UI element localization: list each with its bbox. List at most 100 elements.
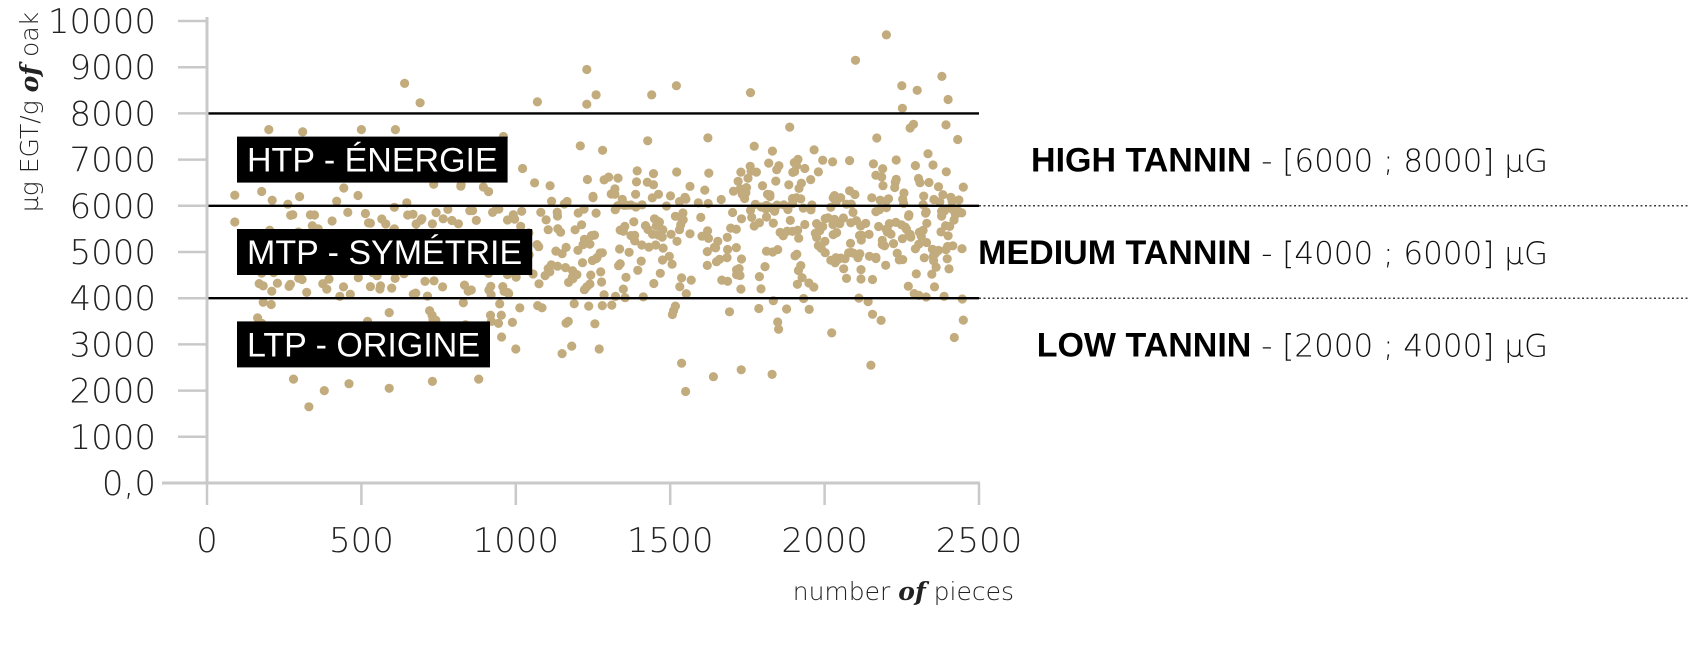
data-point <box>922 218 932 228</box>
data-point <box>431 208 441 218</box>
data-point <box>841 273 852 283</box>
y-tick-label: 1000 <box>69 418 156 458</box>
data-point <box>866 360 876 370</box>
data-point <box>911 269 921 279</box>
data-point <box>307 221 317 231</box>
data-point <box>674 225 685 235</box>
data-point <box>665 191 676 201</box>
data-point <box>782 304 792 314</box>
data-point <box>732 265 742 275</box>
data-point <box>784 180 794 190</box>
data-point <box>456 181 466 191</box>
data-point <box>671 81 682 91</box>
data-point <box>230 190 240 200</box>
data-point <box>338 282 349 292</box>
data-point <box>726 223 736 233</box>
data-point <box>927 269 937 279</box>
data-point <box>702 260 712 270</box>
data-point <box>867 193 877 203</box>
data-point <box>794 183 804 193</box>
data-point <box>941 167 951 177</box>
x-axis-title-em: of <box>898 577 930 606</box>
data-point <box>741 183 752 193</box>
data-point <box>877 235 887 245</box>
data-point <box>874 205 884 215</box>
data-point <box>597 277 607 287</box>
data-point <box>390 125 400 135</box>
data-point <box>582 99 592 109</box>
data-point <box>937 71 947 81</box>
data-point <box>856 274 866 284</box>
data-point <box>954 195 964 205</box>
data-point <box>664 251 674 261</box>
data-point <box>515 303 525 313</box>
data-point <box>488 207 498 217</box>
data-point <box>498 282 508 292</box>
data-point <box>760 262 770 272</box>
data-point <box>638 292 648 302</box>
data-point <box>756 284 766 294</box>
data-point <box>610 184 620 194</box>
data-point <box>722 253 732 263</box>
data-point <box>856 221 866 231</box>
data-point <box>496 310 506 320</box>
data-point <box>812 232 822 242</box>
data-point <box>570 225 580 235</box>
data-point <box>681 289 691 299</box>
data-point <box>834 218 845 228</box>
data-point <box>827 328 837 338</box>
tier-box-label: MTP - SYMÉTRIE <box>247 234 522 272</box>
data-point <box>942 241 953 252</box>
data-point <box>322 284 332 294</box>
data-point <box>471 215 481 225</box>
data-point <box>615 259 625 269</box>
data-point <box>806 205 816 215</box>
x-axis-title-pre: number <box>793 577 899 606</box>
data-point <box>530 178 540 188</box>
data-point <box>785 122 795 132</box>
data-point <box>724 307 735 317</box>
data-point <box>610 291 621 301</box>
data-point <box>957 244 967 254</box>
data-point <box>478 182 488 192</box>
data-point <box>344 379 354 389</box>
data-point <box>493 318 504 328</box>
data-point <box>900 222 910 232</box>
data-point <box>820 248 830 258</box>
data-point <box>630 230 640 240</box>
tier-legend-entry: LOW TANNIN - [2000 ; 4000] µG <box>1037 326 1548 364</box>
data-point <box>736 365 746 375</box>
data-point <box>343 207 353 217</box>
y-tick-label: 8000 <box>69 94 156 134</box>
data-point <box>365 282 375 292</box>
data-point <box>541 215 551 225</box>
data-point <box>561 318 571 328</box>
data-point <box>458 298 468 308</box>
data-point <box>768 218 778 228</box>
data-point <box>731 243 741 253</box>
data-point <box>631 177 642 187</box>
data-point <box>871 170 881 180</box>
data-point <box>685 181 695 191</box>
data-point <box>939 291 949 301</box>
data-point <box>319 386 329 396</box>
y-tick-label: 9000 <box>69 48 156 88</box>
data-point <box>942 254 952 264</box>
data-point <box>686 275 696 285</box>
data-point <box>309 210 320 220</box>
data-point <box>585 279 595 289</box>
data-point <box>792 279 803 289</box>
data-point <box>653 230 663 240</box>
tier-legend-range: - [4000 ; 6000] µG <box>1251 236 1548 272</box>
data-point <box>794 233 804 243</box>
data-point <box>389 202 399 212</box>
data-point <box>559 199 569 209</box>
tier-legend-range: - [2000 ; 4000] µG <box>1251 328 1548 364</box>
data-point <box>468 205 478 216</box>
data-point <box>845 238 856 248</box>
tier-box-label: HTP - ÉNERGIE <box>247 142 498 180</box>
data-point <box>908 119 919 129</box>
data-point <box>536 207 546 217</box>
data-point <box>586 270 596 280</box>
data-point <box>749 141 759 151</box>
